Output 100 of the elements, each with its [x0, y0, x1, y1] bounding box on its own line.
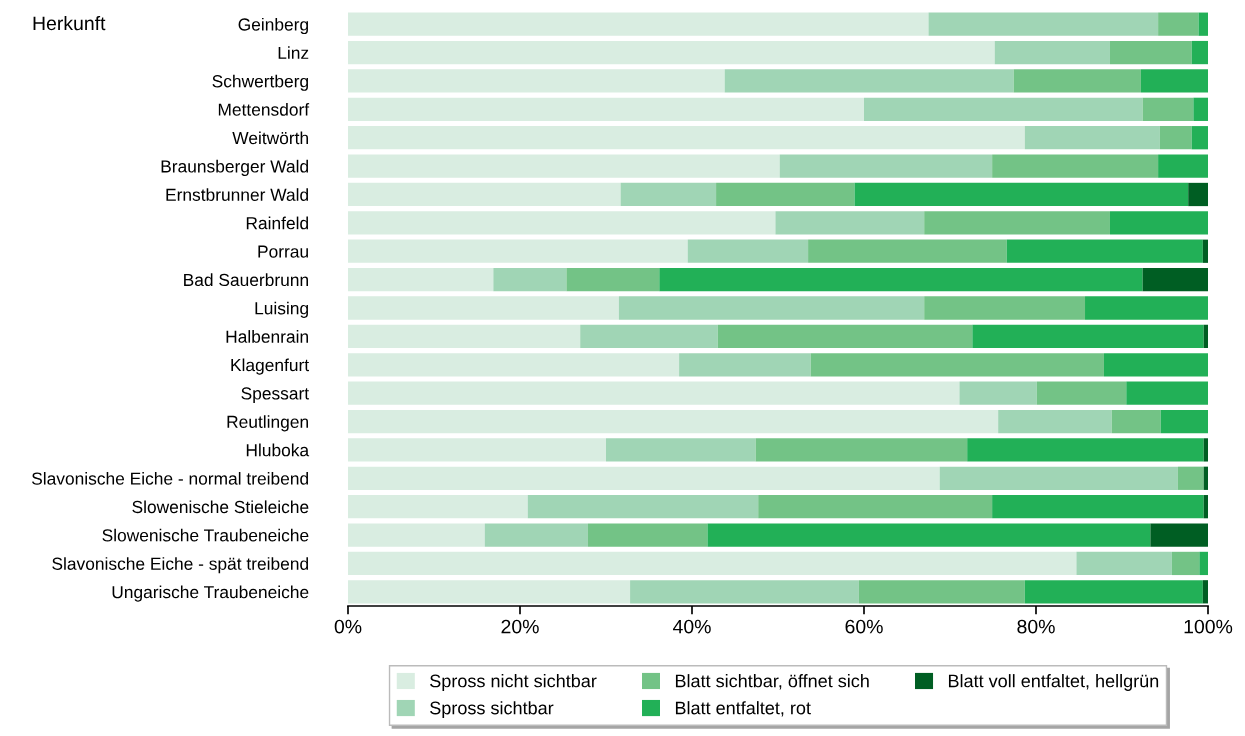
bar	[928, 12, 1159, 36]
y-tick-label: Spessart	[241, 387, 309, 404]
bar	[1013, 69, 1141, 93]
bar	[994, 40, 1110, 65]
bar	[484, 523, 588, 547]
bar	[348, 182, 621, 207]
bar	[775, 211, 925, 235]
legend-label: Blatt entfaltet, rot	[675, 701, 811, 717]
bar	[348, 126, 1025, 150]
bar	[707, 523, 1151, 547]
bar	[348, 580, 631, 604]
bar	[1203, 495, 1208, 519]
y-tick-label: Mettensdorf	[218, 103, 310, 116]
bar	[348, 267, 494, 292]
y-tick-label: Klagenfurt	[231, 358, 309, 375]
y-tick-label: Rainfeld	[246, 216, 308, 230]
bar	[1109, 211, 1208, 235]
bar	[1203, 438, 1208, 462]
x-tick-label: 20%	[501, 619, 539, 634]
bar	[348, 296, 619, 320]
bar	[348, 324, 581, 349]
x-tick-label: 100%	[1184, 619, 1233, 634]
bar	[348, 12, 929, 36]
bar	[606, 438, 756, 462]
bar	[348, 353, 680, 377]
bar	[1202, 580, 1208, 604]
bar	[348, 69, 725, 93]
y-tick-label: Slowenische Traubeneiche	[102, 528, 309, 542]
bar	[959, 381, 1037, 405]
bar	[1191, 40, 1208, 65]
bar	[348, 438, 606, 462]
y-tick-label: Linz	[278, 46, 309, 59]
bar	[620, 182, 717, 207]
bar	[659, 267, 1143, 292]
y-tick-label: Ernstbrunner Wald	[166, 188, 308, 201]
bar	[1085, 296, 1208, 320]
bar	[1076, 551, 1172, 576]
y-tick-label: Bad Sauerbrunn	[184, 273, 308, 287]
bar	[1142, 97, 1194, 121]
x-tick-label: 0%	[334, 619, 362, 634]
bar	[687, 239, 809, 263]
bar	[348, 40, 995, 65]
legend-label: Blatt voll entfaltet, hellgrün	[948, 674, 1159, 691]
bar	[1103, 353, 1208, 377]
bar	[779, 154, 993, 178]
bar	[1202, 239, 1208, 263]
bar	[716, 182, 855, 207]
bar	[967, 438, 1204, 462]
bar	[348, 154, 780, 178]
bar	[998, 409, 1112, 434]
y-tick-label: Halbenrain	[226, 330, 308, 343]
bar	[618, 296, 925, 320]
bar	[1203, 466, 1208, 490]
bar	[566, 267, 660, 292]
bar	[924, 296, 1086, 320]
legend-label: Blatt sichtbar, öffnet sich	[675, 674, 869, 690]
bar	[348, 466, 940, 490]
bar	[1150, 523, 1208, 547]
y-tick-label: Slowenische Stieleiche	[132, 500, 309, 514]
x-tick-label: 80%	[1017, 619, 1055, 634]
bar	[348, 551, 1077, 576]
bar	[758, 495, 993, 519]
bar	[1158, 154, 1208, 178]
legend-label: Spross nicht sichtbar	[430, 674, 597, 691]
bar	[630, 580, 859, 604]
bar	[1199, 551, 1208, 576]
bar	[1109, 40, 1192, 65]
bar	[864, 97, 1143, 121]
bar	[348, 239, 688, 263]
bar	[808, 239, 1007, 263]
bar	[1111, 409, 1161, 434]
bar	[1160, 409, 1208, 434]
bar	[924, 211, 1110, 235]
bar	[1159, 126, 1192, 150]
bar	[1171, 551, 1200, 576]
bar	[1140, 69, 1208, 93]
bar	[679, 353, 811, 377]
bar	[348, 381, 960, 405]
y-tick-label: Luising	[255, 301, 308, 318]
bar	[992, 154, 1159, 178]
bar	[587, 523, 708, 547]
y-tick-label: Slavonische Eiche - normal treibend	[32, 472, 309, 485]
y-tick-label: Geinberg	[238, 17, 308, 35]
bar	[1024, 126, 1160, 150]
y-tick-label: Slavonische Eiche - spät treibend	[52, 557, 309, 574]
y-tick-label: Hluboka	[246, 443, 310, 457]
bar	[1142, 267, 1208, 292]
bar	[858, 580, 1025, 604]
y-tick-label: Schwertberg	[212, 74, 308, 91]
x-tick-label: 40%	[672, 619, 711, 634]
bar	[348, 495, 528, 519]
y-tick-label: Weitwörth	[232, 131, 308, 145]
bar	[972, 324, 1204, 349]
bar	[854, 182, 1189, 207]
bar	[1177, 466, 1204, 490]
y-tick-label: Ungarische Traubeneiche	[112, 585, 309, 602]
bar	[580, 324, 718, 349]
bar	[527, 495, 759, 519]
x-tick-label: 60%	[845, 619, 883, 634]
bar	[348, 211, 776, 235]
